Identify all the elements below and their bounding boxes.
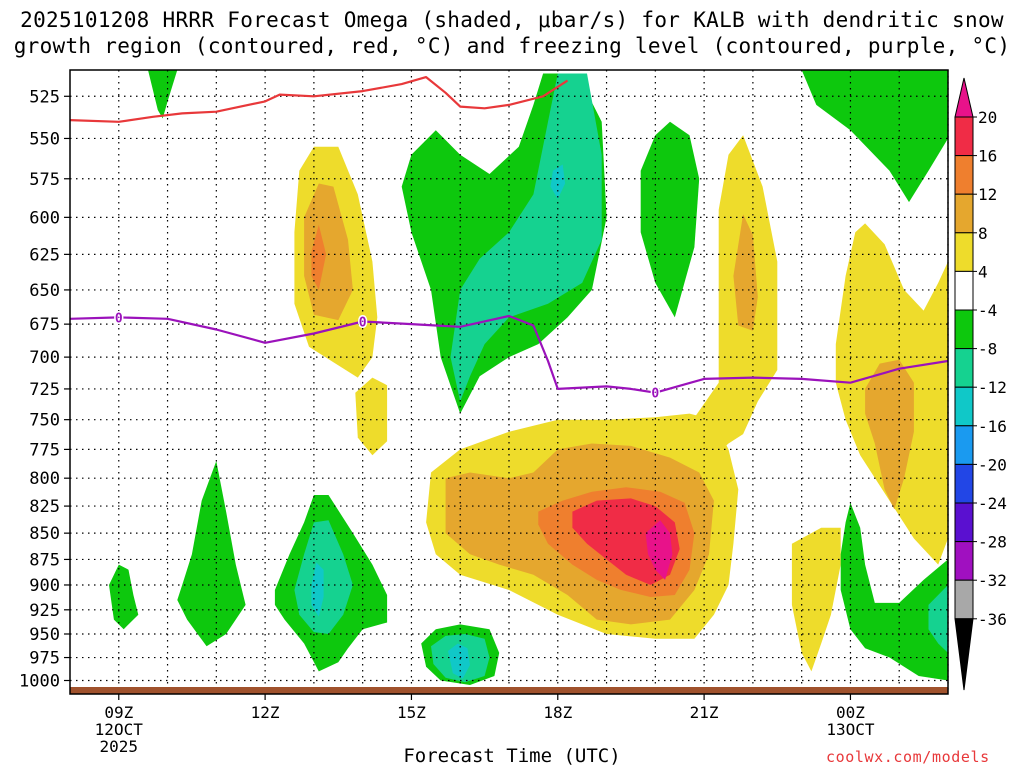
colorbar-under-triangle (954, 618, 974, 691)
x-axis-title: Forecast Time (UTC) (403, 745, 621, 767)
omega-region-24 (311, 562, 324, 617)
ground-strip (70, 687, 948, 694)
freezing-level-label: 0 (115, 311, 123, 326)
omega-region-9 (311, 224, 327, 290)
omega-region-5 (801, 70, 948, 203)
colorbar-label: 4 (978, 262, 988, 281)
omega-region-10 (679, 135, 778, 470)
colorbar-label: 20 (978, 108, 997, 127)
colorbar-label: 12 (978, 185, 997, 204)
colorbar-bin (954, 193, 974, 234)
y-tick-label: 800 (29, 469, 60, 489)
y-tick-label: 775 (29, 440, 60, 460)
omega-region-14 (791, 527, 841, 672)
colorbar-label: 16 (978, 147, 997, 166)
colorbar-over-triangle (954, 77, 974, 118)
colorbar-label: -8 (978, 340, 997, 359)
omega-region-3 (550, 164, 566, 199)
colorbar-bin (954, 541, 974, 581)
freezing-level-label: 0 (359, 315, 367, 330)
y-tick-label: 900 (29, 576, 60, 596)
colorbar-bin (954, 463, 974, 504)
x-tick-label: 12OCT (94, 720, 143, 739)
omega-region-23 (294, 520, 353, 634)
y-axis: 525 550 575 600 625 650 675 700 725 750 775 800 825 8… (19, 87, 70, 692)
y-tick-label: 525 (29, 87, 60, 107)
y-tick-label: 575 (29, 170, 60, 190)
y-tick-label: 975 (29, 649, 60, 669)
colorbar-bin (954, 502, 974, 543)
freezing-level-contour (70, 314, 948, 394)
colorbar-bin (954, 579, 974, 620)
colorbar-label: -28 (978, 533, 1007, 552)
omega-region-29 (928, 585, 948, 653)
y-tick-label: 725 (29, 380, 60, 400)
y-tick-label: 675 (29, 315, 60, 335)
dendritic-growth-contour (70, 75, 569, 123)
y-tick-label: 750 (29, 411, 60, 431)
x-tick-label: 09Z (104, 703, 134, 722)
colorbar-bin (954, 155, 974, 195)
colorbar-label: -32 (978, 571, 1007, 590)
y-tick-label: 1000 (19, 672, 60, 692)
y-tick-label: 850 (29, 524, 60, 544)
omega-shading (109, 70, 948, 685)
x-tick-label: 18Z (543, 703, 573, 722)
omega-region-28 (840, 502, 948, 681)
omega-region-20 (109, 564, 139, 630)
colorbar-label: 8 (978, 224, 988, 243)
y-tick-label: 875 (29, 550, 60, 570)
x-tick-label: 00Z (835, 703, 865, 722)
omega-region-21 (177, 461, 246, 647)
y-tick-label: 600 (29, 208, 60, 228)
x-tick-label: 21Z (689, 703, 719, 722)
y-tick-label: 950 (29, 625, 60, 645)
colorbar-bin (954, 232, 974, 272)
watermark: coolwx.com/models (826, 748, 990, 766)
chart-title-line-1: 2025101208 HRRR Forecast Omega (shaded, … (20, 8, 1004, 32)
omega-region-2 (450, 73, 602, 402)
omega-region-19 (645, 520, 673, 580)
x-tick-label: 2025 (99, 737, 139, 756)
colorbar-label: -24 (978, 494, 1007, 513)
x-tick-label: 15Z (396, 703, 426, 722)
y-tick-label: 925 (29, 601, 60, 621)
chart-title-line-2: growth region (contoured, red, °C) and f… (13, 34, 1011, 58)
colorbar-label: -36 (978, 610, 1007, 629)
x-axis (118, 694, 852, 700)
colorbar-label: -4 (978, 301, 997, 320)
colorbar-bin (954, 270, 974, 311)
y-tick-label: 700 (29, 348, 60, 368)
omega-region-0 (148, 70, 178, 119)
omega-region-27 (448, 643, 470, 679)
omega-region-13 (865, 359, 914, 510)
y-tick-label: 550 (29, 129, 60, 149)
y-tick-label: 825 (29, 497, 60, 517)
colorbar-bin (954, 116, 974, 157)
colorbar-label: -12 (978, 378, 1007, 397)
omega-region-11 (733, 214, 758, 331)
gridlines (70, 70, 949, 694)
colorbar-label: -20 (978, 455, 1007, 474)
colorbar: 20 16 12 8 4 -4 -8 -12 -16 -20 -24 -28 -32 -36 (954, 77, 1007, 691)
omega-region-7 (355, 377, 388, 456)
colorbar-bin (954, 425, 974, 465)
x-tick-label: 13OCT (826, 720, 875, 739)
colorbar-bin (954, 348, 974, 388)
y-tick-label: 625 (29, 245, 60, 265)
contours: 0 0 0 (70, 75, 948, 403)
freezing-level-label: 0 (651, 387, 659, 402)
colorbar-bin (954, 309, 974, 350)
colorbar-bin (954, 386, 974, 427)
colorbar-label: -16 (978, 417, 1007, 436)
x-tick-label: 12Z (250, 703, 280, 722)
y-tick-label: 650 (29, 281, 60, 301)
plot-frame (69, 69, 949, 695)
